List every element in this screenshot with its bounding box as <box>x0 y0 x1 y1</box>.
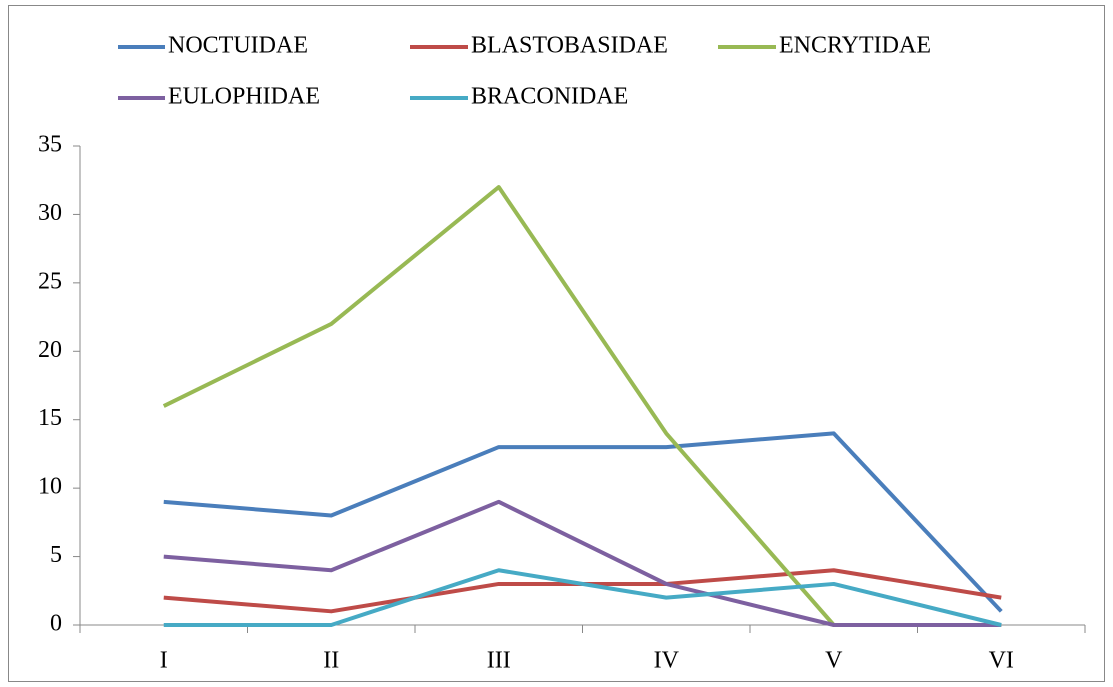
legend-label: NOCTUIDAE <box>168 33 308 59</box>
x-tick-label: I <box>160 648 168 674</box>
x-tick-label: VI <box>989 648 1014 674</box>
y-tick-label: 25 <box>38 268 62 294</box>
y-tick-label: 20 <box>38 337 62 363</box>
x-tick-label: V <box>825 648 843 674</box>
chart-frame <box>8 5 1105 682</box>
y-tick-label: 10 <box>38 474 62 500</box>
legend-label: BLASTOBASIDAE <box>471 33 668 59</box>
series-line <box>163 568 1002 627</box>
x-tick-label: IV <box>654 648 680 674</box>
legend-label: ENCRYTIDAE <box>779 33 931 59</box>
y-tick-label: 35 <box>38 132 62 158</box>
series-line <box>163 499 1002 627</box>
y-tick-label: 5 <box>50 542 62 568</box>
legend-label: BRACONIDAE <box>471 84 628 110</box>
x-tick-label: II <box>323 648 339 674</box>
y-tick-label: 30 <box>38 200 62 226</box>
x-tick-label: III <box>487 648 511 674</box>
y-tick-label: 15 <box>38 405 62 431</box>
legend-label: EULOPHIDAE <box>168 84 320 110</box>
series-line <box>163 431 1003 613</box>
y-tick-label: 0 <box>50 611 62 637</box>
